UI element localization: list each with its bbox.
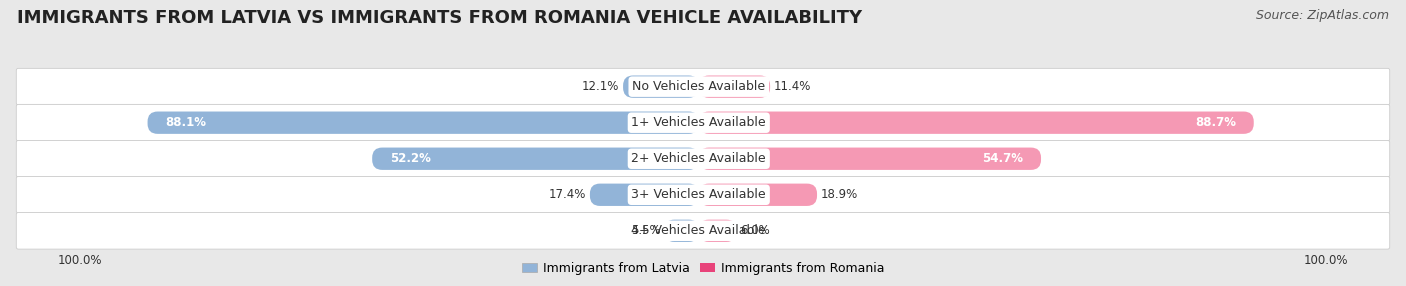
Text: 11.4%: 11.4%	[775, 80, 811, 93]
Text: 88.1%: 88.1%	[166, 116, 207, 129]
Text: 12.1%: 12.1%	[582, 80, 619, 93]
Text: 54.7%: 54.7%	[981, 152, 1024, 165]
FancyBboxPatch shape	[17, 176, 1389, 213]
Text: 100.0%: 100.0%	[1305, 254, 1348, 267]
Text: 88.7%: 88.7%	[1195, 116, 1236, 129]
FancyBboxPatch shape	[699, 112, 1254, 134]
FancyBboxPatch shape	[17, 140, 1389, 177]
Text: 18.9%: 18.9%	[821, 188, 858, 201]
Text: 100.0%: 100.0%	[58, 254, 101, 267]
Text: 4+ Vehicles Available: 4+ Vehicles Available	[631, 224, 766, 237]
FancyBboxPatch shape	[148, 112, 699, 134]
Text: IMMIGRANTS FROM LATVIA VS IMMIGRANTS FROM ROMANIA VEHICLE AVAILABILITY: IMMIGRANTS FROM LATVIA VS IMMIGRANTS FRO…	[17, 9, 862, 27]
Text: 52.2%: 52.2%	[391, 152, 432, 165]
Text: 2+ Vehicles Available: 2+ Vehicles Available	[631, 152, 766, 165]
Text: 6.0%: 6.0%	[741, 224, 770, 237]
Text: 3+ Vehicles Available: 3+ Vehicles Available	[631, 188, 766, 201]
Text: 5.5%: 5.5%	[631, 224, 661, 237]
FancyBboxPatch shape	[699, 148, 1040, 170]
Text: 17.4%: 17.4%	[548, 188, 586, 201]
Legend: Immigrants from Latvia, Immigrants from Romania: Immigrants from Latvia, Immigrants from …	[516, 257, 890, 280]
FancyBboxPatch shape	[17, 212, 1389, 249]
FancyBboxPatch shape	[373, 148, 699, 170]
FancyBboxPatch shape	[699, 76, 770, 98]
Text: Source: ZipAtlas.com: Source: ZipAtlas.com	[1256, 9, 1389, 21]
Text: 1+ Vehicles Available: 1+ Vehicles Available	[631, 116, 766, 129]
FancyBboxPatch shape	[17, 104, 1389, 141]
FancyBboxPatch shape	[699, 220, 737, 242]
FancyBboxPatch shape	[623, 76, 699, 98]
FancyBboxPatch shape	[699, 184, 817, 206]
FancyBboxPatch shape	[591, 184, 699, 206]
FancyBboxPatch shape	[17, 68, 1389, 105]
FancyBboxPatch shape	[665, 220, 699, 242]
Text: No Vehicles Available: No Vehicles Available	[633, 80, 765, 93]
